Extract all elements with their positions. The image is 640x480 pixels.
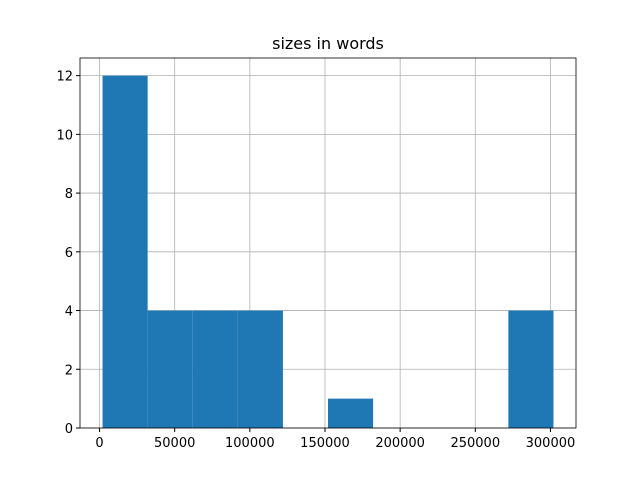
- x-tick-label: 200000: [375, 436, 425, 451]
- bar: [192, 310, 238, 428]
- x-tick-label: 50000: [154, 436, 195, 451]
- x-tick-label: 0: [95, 436, 103, 451]
- bar: [147, 310, 193, 428]
- y-tick-label: 8: [65, 187, 73, 202]
- chart-title: sizes in words: [272, 34, 384, 53]
- x-tick-label: 300000: [526, 436, 576, 451]
- y-tick-label: 2: [65, 363, 73, 378]
- bar: [508, 310, 554, 428]
- x-tick-label: 100000: [225, 436, 275, 451]
- axes-frame: [79, 57, 577, 429]
- y-tick-label: 10: [56, 128, 73, 143]
- x-tick-label: 150000: [300, 436, 350, 451]
- x-tick-label: 250000: [450, 436, 500, 451]
- bar: [102, 75, 148, 428]
- y-tick-label: 4: [65, 305, 73, 320]
- bar: [328, 398, 374, 428]
- y-tick-label: 0: [65, 422, 73, 437]
- y-tick-label: 12: [56, 70, 73, 85]
- y-tick-label: 6: [65, 246, 73, 261]
- bar: [237, 310, 283, 428]
